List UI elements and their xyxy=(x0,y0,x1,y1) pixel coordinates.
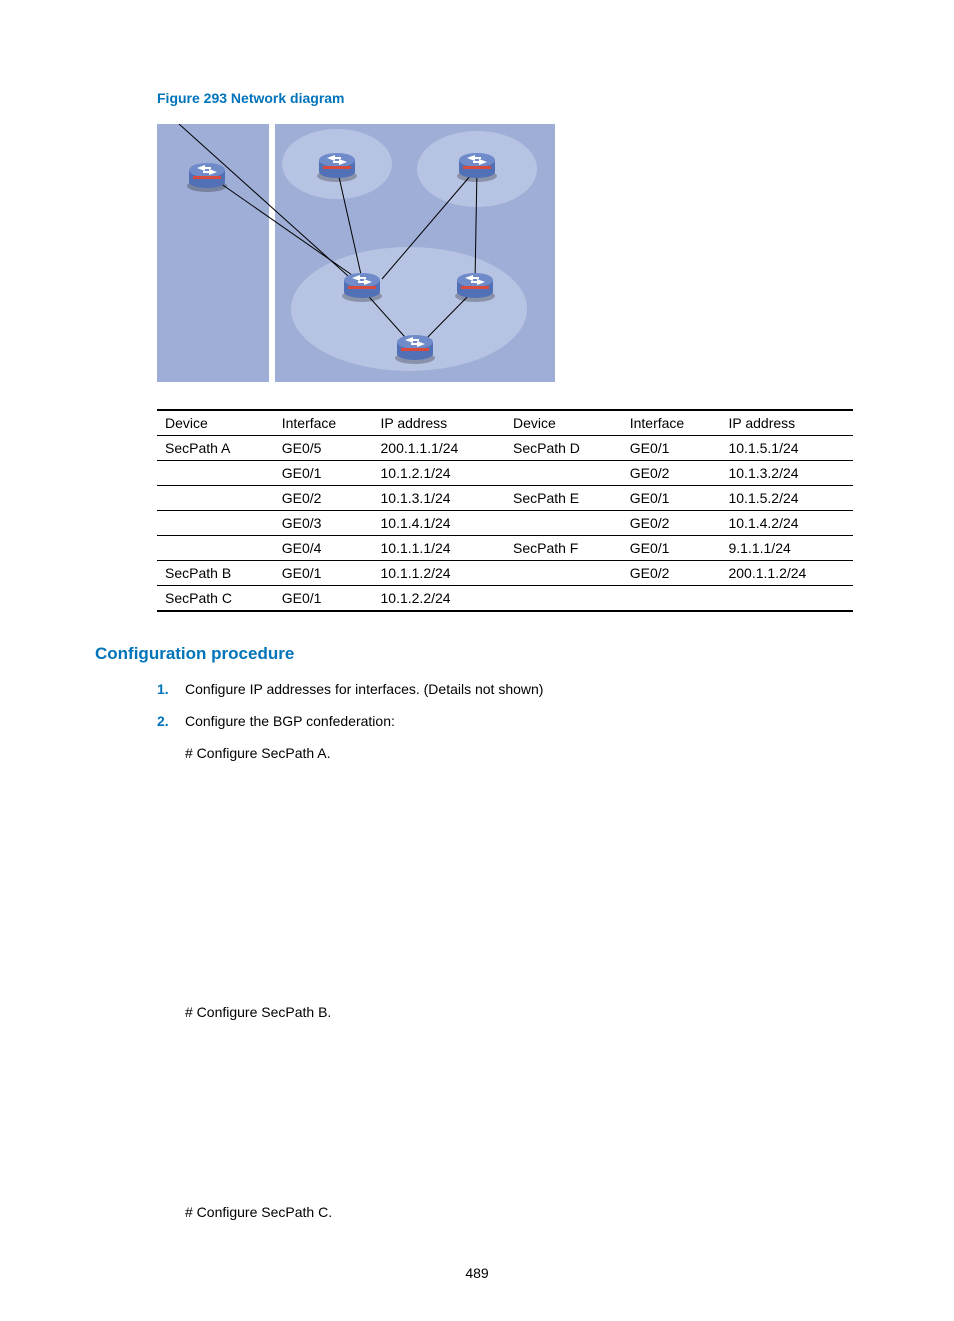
table-cell: 9.1.1.1/24 xyxy=(720,536,853,561)
procedure-steps: 1.Configure IP addresses for interfaces.… xyxy=(157,678,859,734)
table-cell xyxy=(622,586,721,612)
table-cell xyxy=(157,536,274,561)
table-cell xyxy=(505,511,622,536)
step-item: 1.Configure IP addresses for interfaces.… xyxy=(157,678,859,702)
network-diagram xyxy=(157,124,859,385)
table-cell: 10.1.3.2/24 xyxy=(720,461,853,486)
table-row: GE0/310.1.4.1/24 GE0/210.1.4.2/24 xyxy=(157,511,853,536)
table-cell xyxy=(157,461,274,486)
device-interface-table: DeviceInterfaceIP addressDeviceInterface… xyxy=(157,409,853,612)
table-cell: GE0/2 xyxy=(622,461,721,486)
table-cell: GE0/1 xyxy=(274,586,373,612)
table-row: GE0/410.1.1.1/24SecPath FGE0/19.1.1.1/24 xyxy=(157,536,853,561)
table-cell: GE0/1 xyxy=(274,461,373,486)
table-header-cell: IP address xyxy=(720,410,853,436)
table-cell xyxy=(157,511,274,536)
page-number: 489 xyxy=(95,1265,859,1281)
table-row: GE0/210.1.3.1/24SecPath EGE0/110.1.5.2/2… xyxy=(157,486,853,511)
table-cell: 10.1.5.2/24 xyxy=(720,486,853,511)
table-cell: GE0/2 xyxy=(622,511,721,536)
table-cell: 200.1.1.2/24 xyxy=(720,561,853,586)
table-cell xyxy=(505,561,622,586)
step-number: 1. xyxy=(157,678,185,702)
config-note: # Configure SecPath C. xyxy=(185,1201,859,1225)
table-cell: 10.1.3.1/24 xyxy=(373,486,505,511)
table-cell: GE0/2 xyxy=(622,561,721,586)
table-cell: GE0/2 xyxy=(274,486,373,511)
section-title: Configuration procedure xyxy=(95,644,859,664)
table-cell xyxy=(505,461,622,486)
table-cell: GE0/3 xyxy=(274,511,373,536)
table-cell xyxy=(157,486,274,511)
table-cell: SecPath E xyxy=(505,486,622,511)
step-number: 2. xyxy=(157,710,185,734)
table-cell: 10.1.4.2/24 xyxy=(720,511,853,536)
table-cell: 10.1.5.1/24 xyxy=(720,436,853,461)
table-header-cell: IP address xyxy=(373,410,505,436)
step-text: Configure IP addresses for interfaces. (… xyxy=(185,681,543,697)
table-cell: SecPath B xyxy=(157,561,274,586)
table-cell: GE0/1 xyxy=(622,536,721,561)
network-diagram-svg xyxy=(157,124,555,382)
table-cell xyxy=(720,586,853,612)
step-item: 2.Configure the BGP confederation: xyxy=(157,710,859,734)
table-body: SecPath AGE0/5200.1.1.1/24SecPath DGE0/1… xyxy=(157,436,853,612)
table-cell: GE0/1 xyxy=(622,436,721,461)
figure-title: Figure 293 Network diagram xyxy=(157,90,859,106)
table-cell: GE0/5 xyxy=(274,436,373,461)
config-note: # Configure SecPath B. xyxy=(185,1001,859,1025)
table-cell xyxy=(505,586,622,612)
table-cell: SecPath A xyxy=(157,436,274,461)
table-cell: SecPath D xyxy=(505,436,622,461)
table-row: SecPath CGE0/110.1.2.2/24 xyxy=(157,586,853,612)
table-header-row: DeviceInterfaceIP addressDeviceInterface… xyxy=(157,410,853,436)
table-header-cell: Device xyxy=(505,410,622,436)
table-cell: 10.1.2.1/24 xyxy=(373,461,505,486)
table-cell: GE0/4 xyxy=(274,536,373,561)
table-cell: 10.1.1.1/24 xyxy=(373,536,505,561)
table-cell: 10.1.2.2/24 xyxy=(373,586,505,612)
config-note: # Configure SecPath A. xyxy=(185,742,859,766)
table-cell: 200.1.1.1/24 xyxy=(373,436,505,461)
table-row: SecPath AGE0/5200.1.1.1/24SecPath DGE0/1… xyxy=(157,436,853,461)
table-header-cell: Interface xyxy=(622,410,721,436)
table-cell: 10.1.4.1/24 xyxy=(373,511,505,536)
table-cell: GE0/1 xyxy=(622,486,721,511)
table-row: GE0/110.1.2.1/24 GE0/210.1.3.2/24 xyxy=(157,461,853,486)
table-header-cell: Device xyxy=(157,410,274,436)
table-header-cell: Interface xyxy=(274,410,373,436)
step-text: Configure the BGP confederation: xyxy=(185,713,395,729)
table-cell: 10.1.1.2/24 xyxy=(373,561,505,586)
config-notes: # Configure SecPath A. # Configure SecPat… xyxy=(95,742,859,1225)
table-row: SecPath BGE0/110.1.1.2/24 GE0/2200.1.1.2/… xyxy=(157,561,853,586)
table-cell: GE0/1 xyxy=(274,561,373,586)
table-cell: SecPath C xyxy=(157,586,274,612)
table-cell: SecPath F xyxy=(505,536,622,561)
